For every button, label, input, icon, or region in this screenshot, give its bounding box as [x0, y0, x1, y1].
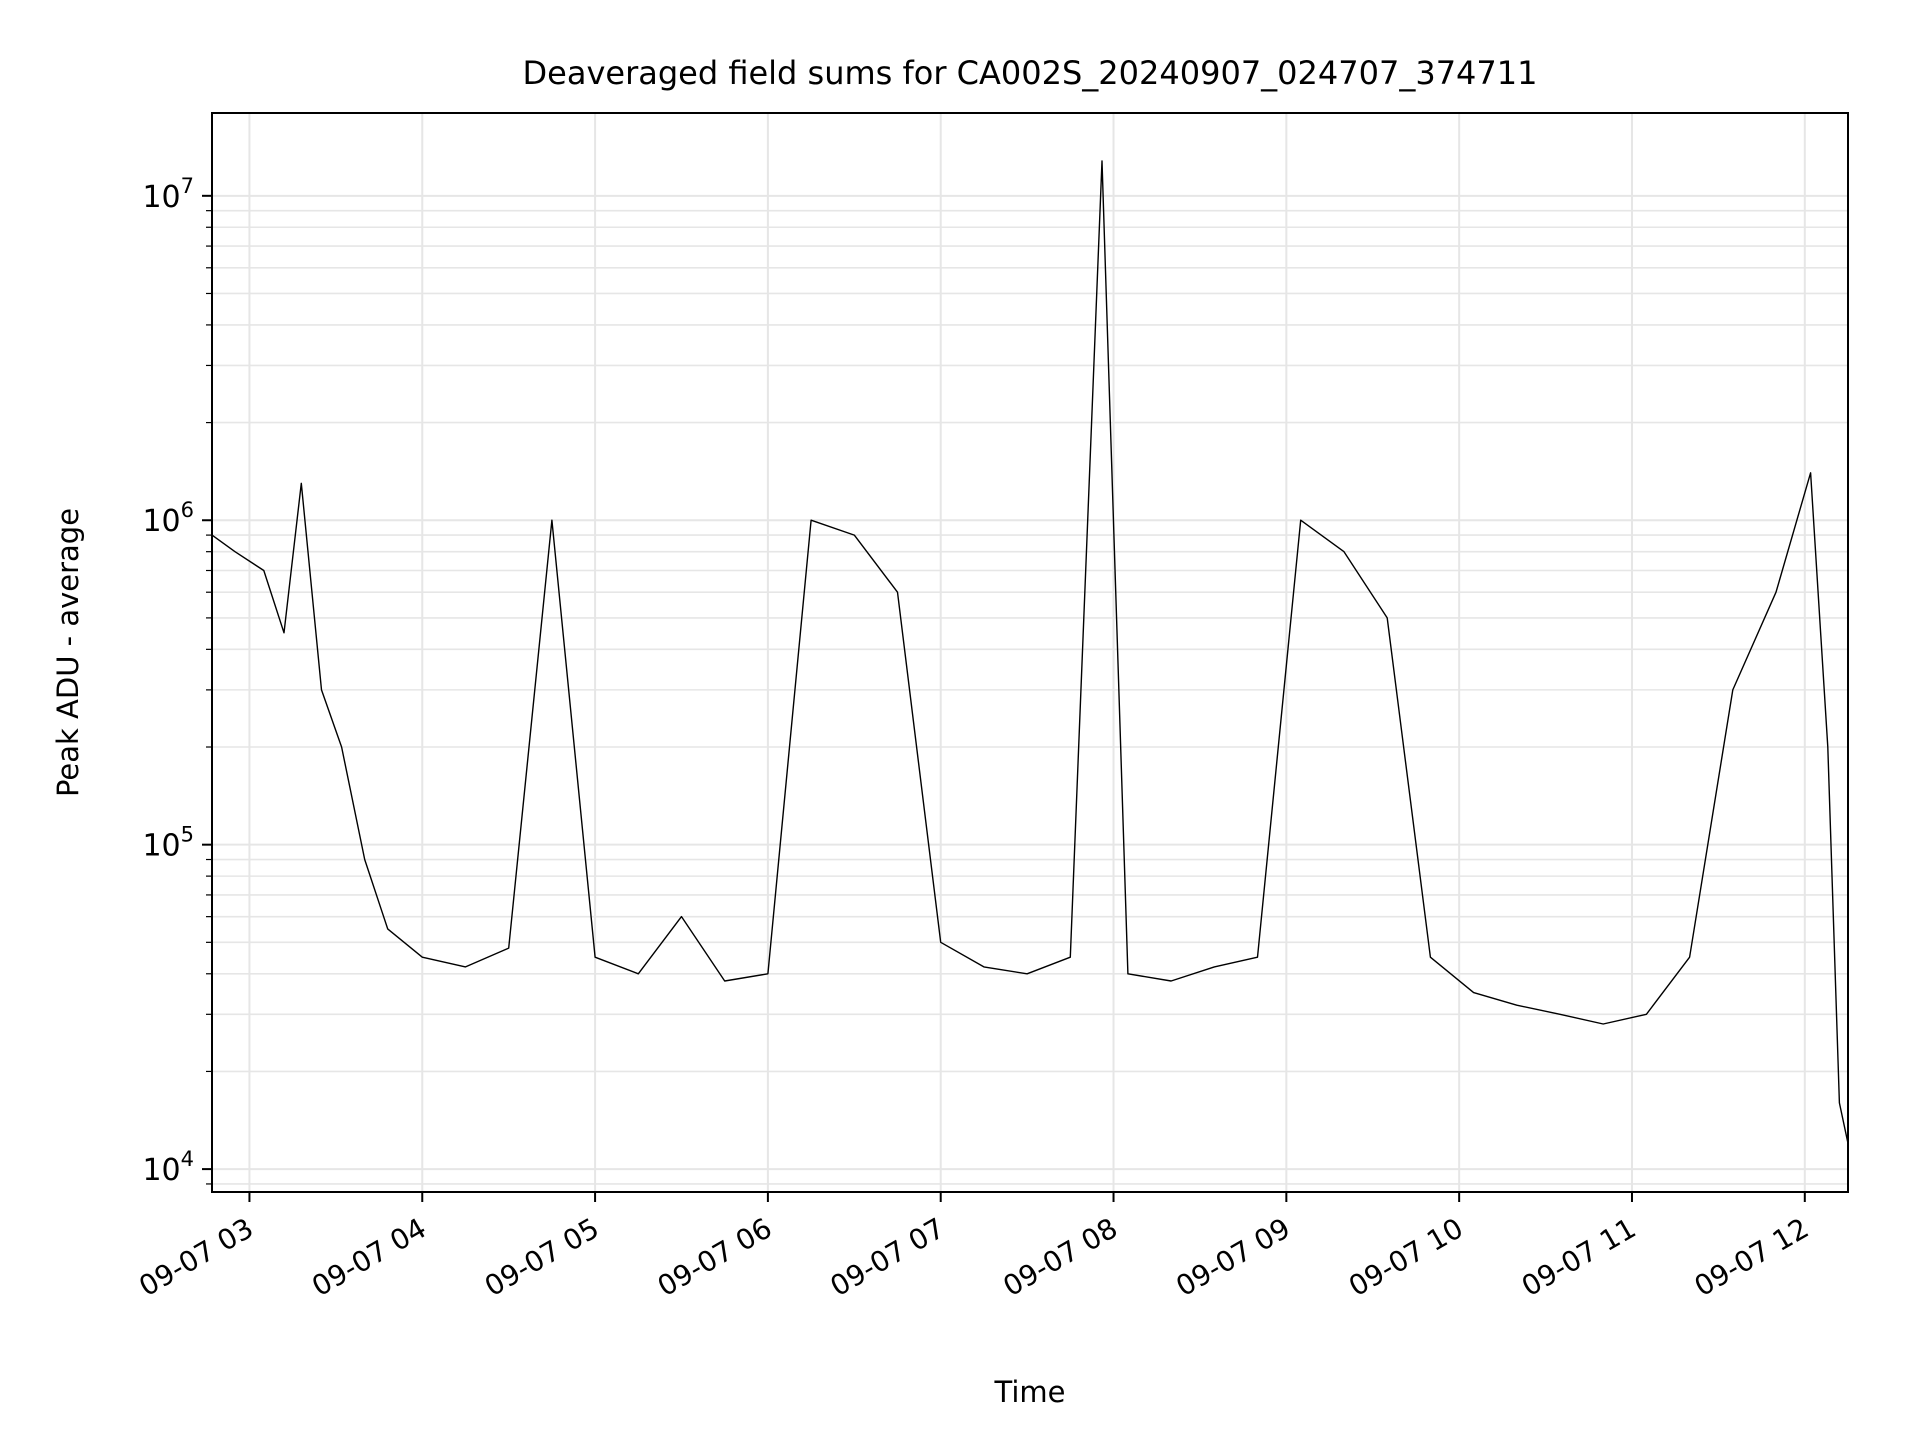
x-axis-label: Time	[994, 1375, 1066, 1409]
y-tick-exponent: 5	[181, 823, 194, 847]
y-tick-base: 10	[142, 504, 180, 539]
y-axis-label: Peak ADU - average	[51, 508, 85, 797]
y-tick-label: 106	[142, 498, 194, 539]
y-tick-exponent: 4	[181, 1147, 194, 1171]
y-tick-base: 10	[142, 180, 180, 215]
y-tick-label: 104	[142, 1147, 194, 1188]
y-tick-base: 10	[142, 1153, 180, 1188]
series-line	[211, 160, 1849, 1144]
grid	[212, 113, 1848, 1192]
y-tick-base: 10	[142, 829, 180, 864]
y-tick-label: 105	[142, 823, 194, 864]
y-tick-label: 107	[142, 174, 194, 215]
y-tick-exponent: 6	[181, 498, 194, 522]
y-tick-exponent: 7	[181, 174, 194, 198]
series-layer	[211, 160, 1849, 1144]
chart-title: Deaveraged field sums for CA002S_2024090…	[523, 54, 1538, 92]
plot-frame	[211, 112, 1849, 1193]
